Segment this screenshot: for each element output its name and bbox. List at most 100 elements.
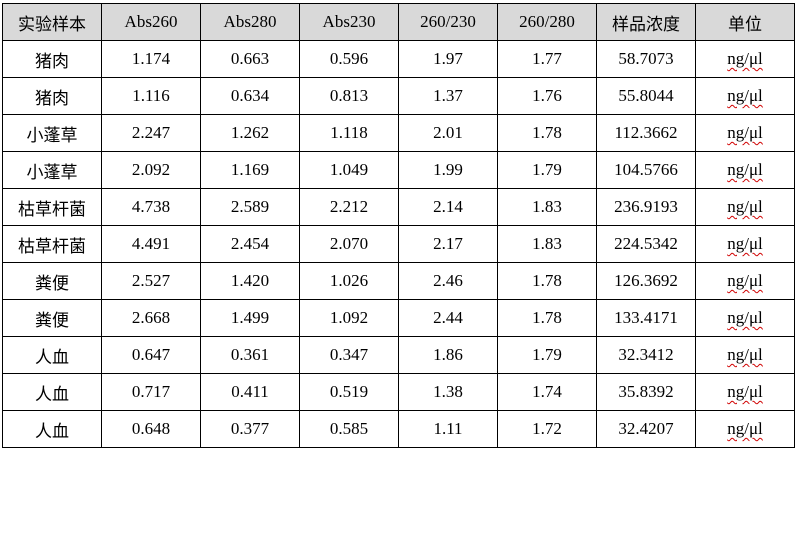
abs230-cell: 0.347 xyxy=(299,336,399,374)
sample-cell: 粪便 xyxy=(2,262,102,300)
unit-label: ng/μl xyxy=(727,271,763,290)
sample-cell: 人血 xyxy=(2,410,102,448)
abs230-cell: 1.118 xyxy=(299,114,399,152)
sample-cell: 粪便 xyxy=(2,299,102,337)
ratio-260-230-cell: 1.38 xyxy=(398,373,498,411)
concentration-cell: 112.3662 xyxy=(596,114,696,152)
table-row: 枯草杆菌 4.738 2.589 2.212 2.14 1.83 236.9193 ng/μl xyxy=(2,188,795,226)
abs260-cell: 2.247 xyxy=(101,114,201,152)
results-table: 实验样本 Abs260 Abs280 Abs230 260/230 260/28… xyxy=(2,3,795,448)
abs280-cell: 2.589 xyxy=(200,188,300,226)
abs280-cell: 1.420 xyxy=(200,262,300,300)
ratio-260-280-cell: 1.83 xyxy=(497,188,597,226)
ratio-260-280-cell: 1.76 xyxy=(497,77,597,115)
unit-cell: ng/μl xyxy=(695,151,795,189)
abs260-cell: 2.527 xyxy=(101,262,201,300)
sample-cell: 枯草杆菌 xyxy=(2,225,102,263)
unit-cell: ng/μl xyxy=(695,114,795,152)
table-row: 人血 0.648 0.377 0.585 1.11 1.72 32.4207 ng/μl xyxy=(2,410,795,448)
header-sample: 实验样本 xyxy=(2,3,102,41)
abs280-cell: 0.377 xyxy=(200,410,300,448)
header-row: 实验样本 Abs260 Abs280 Abs230 260/230 260/28… xyxy=(2,3,795,41)
abs260-cell: 0.717 xyxy=(101,373,201,411)
sample-cell: 人血 xyxy=(2,336,102,374)
table-row: 粪便 2.527 1.420 1.026 2.46 1.78 126.3692 ng/μl xyxy=(2,262,795,300)
abs280-cell: 0.411 xyxy=(200,373,300,411)
abs260-cell: 0.647 xyxy=(101,336,201,374)
header-ratio-260-230: 260/230 xyxy=(398,3,498,41)
sample-cell: 小蓬草 xyxy=(2,114,102,152)
table-row: 人血 0.647 0.361 0.347 1.86 1.79 32.3412 ng/μl xyxy=(2,336,795,374)
ratio-260-280-cell: 1.79 xyxy=(497,336,597,374)
table-row: 猪肉 1.116 0.634 0.813 1.37 1.76 55.8044 ng/μl xyxy=(2,77,795,115)
unit-label: ng/μl xyxy=(727,160,763,179)
ratio-260-230-cell: 2.14 xyxy=(398,188,498,226)
ratio-260-280-cell: 1.83 xyxy=(497,225,597,263)
abs280-cell: 2.454 xyxy=(200,225,300,263)
ratio-260-280-cell: 1.72 xyxy=(497,410,597,448)
ratio-260-230-cell: 1.11 xyxy=(398,410,498,448)
abs260-cell: 2.668 xyxy=(101,299,201,337)
ratio-260-230-cell: 2.17 xyxy=(398,225,498,263)
abs260-cell: 1.174 xyxy=(101,40,201,78)
abs230-cell: 0.519 xyxy=(299,373,399,411)
abs230-cell: 1.092 xyxy=(299,299,399,337)
concentration-cell: 133.4171 xyxy=(596,299,696,337)
abs230-cell: 1.026 xyxy=(299,262,399,300)
table-row: 猪肉 1.174 0.663 0.596 1.97 1.77 58.7073 ng/μl xyxy=(2,40,795,78)
concentration-cell: 55.8044 xyxy=(596,77,696,115)
unit-cell: ng/μl xyxy=(695,262,795,300)
unit-label: ng/μl xyxy=(727,86,763,105)
concentration-cell: 58.7073 xyxy=(596,40,696,78)
unit-label: ng/μl xyxy=(727,123,763,142)
table-row: 粪便 2.668 1.499 1.092 2.44 1.78 133.4171 ng/μl xyxy=(2,299,795,337)
abs230-cell: 1.049 xyxy=(299,151,399,189)
unit-label: ng/μl xyxy=(727,308,763,327)
sample-cell: 人血 xyxy=(2,373,102,411)
concentration-cell: 32.4207 xyxy=(596,410,696,448)
unit-label: ng/μl xyxy=(727,345,763,364)
unit-label: ng/μl xyxy=(727,419,763,438)
ratio-260-230-cell: 1.97 xyxy=(398,40,498,78)
abs280-cell: 0.663 xyxy=(200,40,300,78)
abs280-cell: 1.169 xyxy=(200,151,300,189)
abs280-cell: 0.361 xyxy=(200,336,300,374)
concentration-cell: 224.5342 xyxy=(596,225,696,263)
ratio-260-230-cell: 2.46 xyxy=(398,262,498,300)
table-row: 人血 0.717 0.411 0.519 1.38 1.74 35.8392 ng/μl xyxy=(2,373,795,411)
unit-cell: ng/μl xyxy=(695,336,795,374)
ratio-260-280-cell: 1.78 xyxy=(497,299,597,337)
abs280-cell: 0.634 xyxy=(200,77,300,115)
ratio-260-230-cell: 2.44 xyxy=(398,299,498,337)
table-row: 小蓬草 2.092 1.169 1.049 1.99 1.79 104.5766 ng/μl xyxy=(2,151,795,189)
unit-cell: ng/μl xyxy=(695,225,795,263)
header-abs280: Abs280 xyxy=(200,3,300,41)
ratio-260-280-cell: 1.78 xyxy=(497,262,597,300)
unit-cell: ng/μl xyxy=(695,410,795,448)
ratio-260-280-cell: 1.78 xyxy=(497,114,597,152)
concentration-cell: 126.3692 xyxy=(596,262,696,300)
concentration-cell: 236.9193 xyxy=(596,188,696,226)
concentration-cell: 32.3412 xyxy=(596,336,696,374)
header-ratio-260-280: 260/280 xyxy=(497,3,597,41)
ratio-260-280-cell: 1.79 xyxy=(497,151,597,189)
abs230-cell: 0.813 xyxy=(299,77,399,115)
unit-label: ng/μl xyxy=(727,234,763,253)
abs280-cell: 1.499 xyxy=(200,299,300,337)
ratio-260-230-cell: 1.37 xyxy=(398,77,498,115)
concentration-cell: 35.8392 xyxy=(596,373,696,411)
ratio-260-230-cell: 1.86 xyxy=(398,336,498,374)
unit-cell: ng/μl xyxy=(695,373,795,411)
sample-cell: 枯草杆菌 xyxy=(2,188,102,226)
table-body: 猪肉 1.174 0.663 0.596 1.97 1.77 58.7073 ng/μl 猪肉 1… xyxy=(2,40,795,448)
ratio-260-230-cell: 1.99 xyxy=(398,151,498,189)
abs280-cell: 1.262 xyxy=(200,114,300,152)
unit-label: ng/μl xyxy=(727,49,763,68)
unit-label: ng/μl xyxy=(727,382,763,401)
sample-cell: 猪肉 xyxy=(2,40,102,78)
ratio-260-230-cell: 2.01 xyxy=(398,114,498,152)
unit-label: ng/μl xyxy=(727,197,763,216)
header-abs230: Abs230 xyxy=(299,3,399,41)
abs230-cell: 2.212 xyxy=(299,188,399,226)
table-row: 小蓬草 2.247 1.262 1.118 2.01 1.78 112.3662 ng/μl xyxy=(2,114,795,152)
